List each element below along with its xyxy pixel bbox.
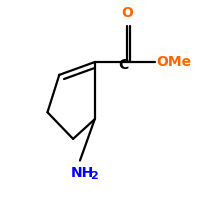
Text: NH: NH (71, 166, 94, 180)
Text: O: O (121, 6, 133, 20)
Text: OMe: OMe (156, 55, 191, 69)
Text: 2: 2 (90, 171, 98, 181)
Text: C: C (118, 58, 128, 72)
